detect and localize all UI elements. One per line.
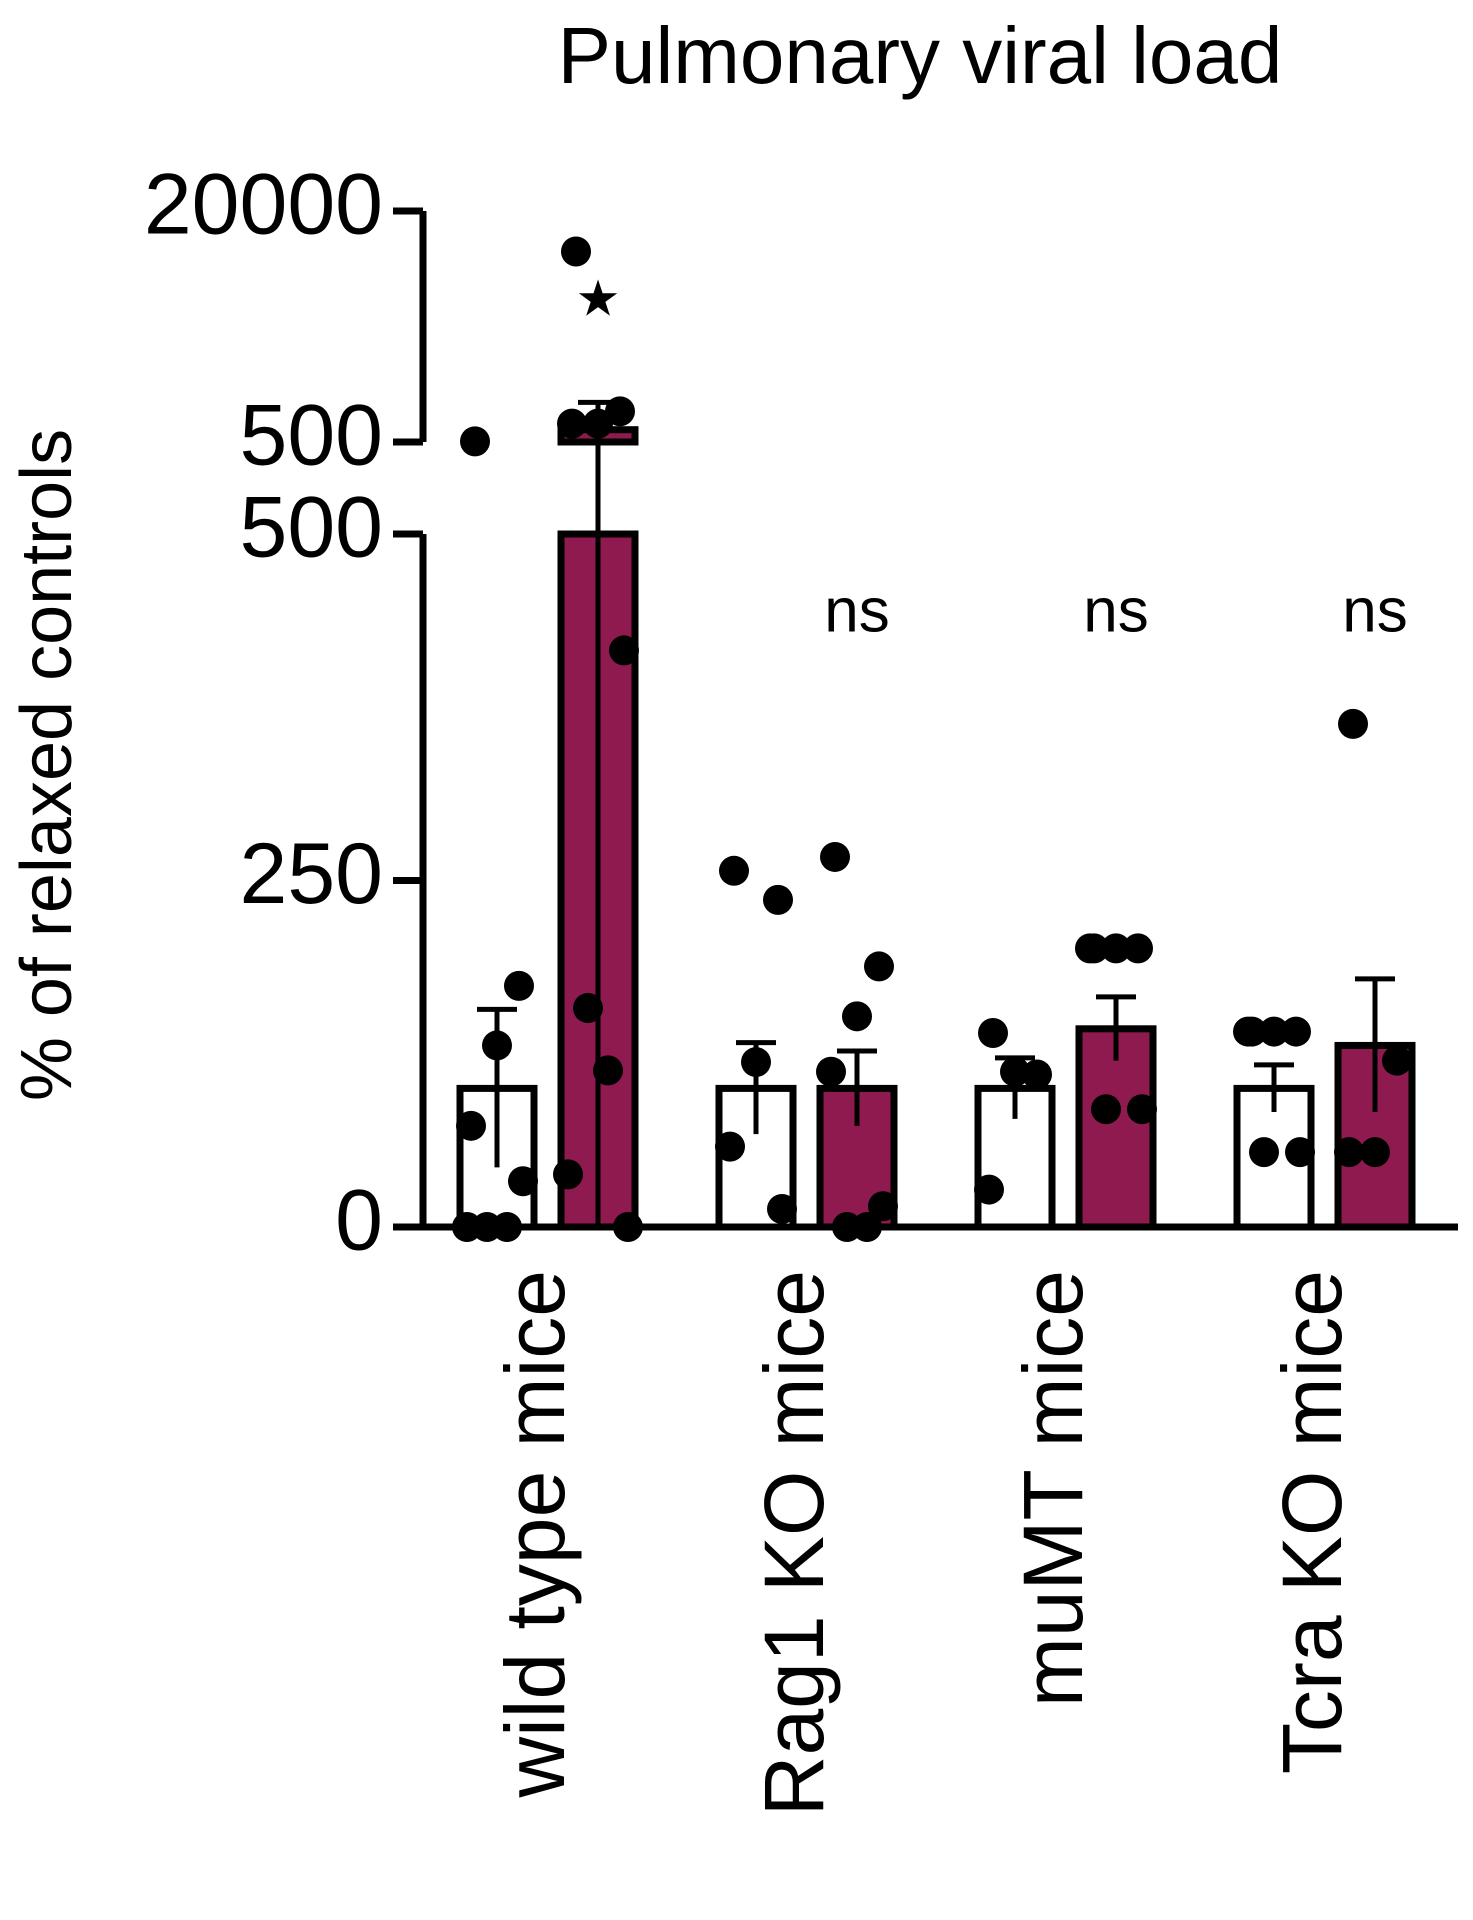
- data-point: [573, 993, 603, 1024]
- data-point: [583, 408, 613, 439]
- data-point: [460, 426, 490, 457]
- data-point: [1091, 1094, 1121, 1125]
- significance-label: ns: [1342, 576, 1407, 645]
- data-point: [1022, 1059, 1052, 1090]
- significance-label: ★: [576, 271, 621, 327]
- y-tick-label: 0: [335, 1173, 383, 1269]
- data-point: [1127, 1094, 1157, 1125]
- data-point: [820, 841, 850, 872]
- data-point: [868, 1191, 898, 1222]
- bar: [1075, 1025, 1157, 1231]
- significance-label: ns: [824, 576, 889, 645]
- data-point: [816, 1056, 846, 1087]
- y-tick-label: 500: [240, 480, 384, 576]
- y-tick-label: 500: [240, 388, 384, 484]
- data-point: [508, 1166, 538, 1197]
- data-point: [452, 1212, 482, 1242]
- data-point: [1233, 1016, 1263, 1047]
- data-point: [1281, 1016, 1311, 1047]
- data-point: [767, 1193, 797, 1224]
- data-point: [557, 408, 587, 439]
- data-point: [456, 1110, 486, 1141]
- data-point: [741, 1047, 771, 1078]
- data-point: [613, 1212, 643, 1242]
- data-point: [609, 635, 639, 666]
- data-point: [1101, 933, 1131, 964]
- data-point: [561, 236, 591, 267]
- data-point: [1075, 933, 1105, 964]
- data-point: [1123, 933, 1153, 964]
- y-tick-label: 250: [240, 826, 384, 922]
- y-tick-label: 20000: [144, 157, 383, 253]
- data-point: [1000, 1056, 1030, 1087]
- x-tick-label: muMT mice: [1006, 1270, 1100, 1707]
- data-point: [864, 951, 894, 982]
- data-point: [1285, 1137, 1315, 1168]
- data-point: [1334, 1137, 1364, 1168]
- data-point: [978, 1017, 1008, 1048]
- data-point: [593, 1055, 623, 1086]
- data-point: [719, 855, 749, 886]
- data-point: [974, 1174, 1004, 1205]
- chart-title: Pulmonary viral load: [558, 11, 1283, 100]
- data-point: [492, 1212, 522, 1242]
- data-point: [842, 1001, 872, 1032]
- x-tick-label: wild type mice: [488, 1270, 582, 1799]
- data-point: [1382, 1045, 1412, 1076]
- y-axis-label: % of relaxed controls: [7, 429, 87, 1101]
- x-tick-label: Rag1 KO mice: [747, 1270, 841, 1816]
- data-point: [763, 884, 793, 915]
- data-point: [1249, 1137, 1279, 1168]
- data-point: [715, 1131, 745, 1162]
- data-point: [553, 1159, 583, 1190]
- data-point: [1360, 1137, 1390, 1168]
- data-point: [1259, 1016, 1289, 1047]
- data-point: [482, 1030, 512, 1061]
- data-point: [504, 970, 534, 1001]
- significance-label: ns: [1083, 576, 1148, 645]
- data-point: [605, 396, 635, 427]
- x-tick-label: Tcra KO mice: [1265, 1270, 1359, 1774]
- data-point: [1338, 708, 1368, 739]
- data-point: [852, 1212, 882, 1242]
